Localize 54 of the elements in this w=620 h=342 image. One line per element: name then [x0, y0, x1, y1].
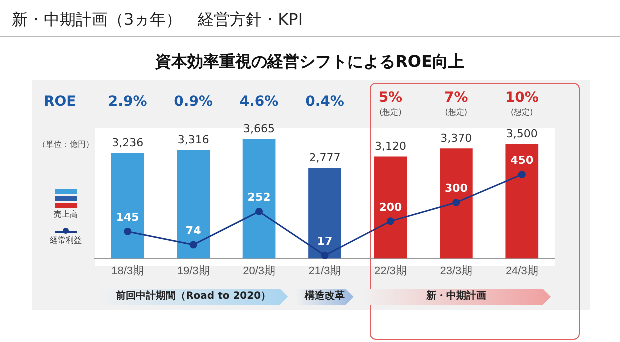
point [386, 218, 394, 226]
x-tick-label: 20/3期 [243, 265, 276, 278]
text: 前回中計期間（Road to 2020） [99, 289, 288, 305]
x-tick-label: 24/3期 [506, 265, 538, 278]
text: 0.4% [304, 94, 346, 110]
text: 10% [504, 90, 540, 106]
data-label: 145 [116, 211, 140, 224]
legend-label: 売上高 [54, 209, 78, 220]
data-label: 300 [444, 182, 468, 196]
data-label: 3,370 [440, 132, 472, 145]
point [124, 228, 132, 236]
data-label: 3,500 [506, 128, 538, 141]
x-tick-label: 22/3期 [374, 265, 407, 278]
data-label: 3,665 [244, 122, 276, 136]
x-tick-label: 21/3期 [308, 265, 342, 278]
text: 新・中期計画 [362, 289, 551, 305]
point [321, 252, 329, 260]
text: ROE [44, 94, 76, 110]
bar [374, 156, 408, 259]
text: 構造改革 [296, 289, 354, 305]
text: 4.6% [238, 94, 280, 110]
legend-label: 経常利益 [50, 235, 82, 246]
point [518, 170, 526, 178]
text: (想定) [444, 107, 469, 118]
text: （単位：億円） [38, 139, 94, 150]
text: 新・中期計画（3ヵ年） 経営方針・KPI [12, 10, 304, 31]
text: (想定) [510, 107, 534, 118]
bar [308, 168, 342, 259]
bar [111, 152, 144, 259]
data-label: 3,236 [112, 136, 144, 150]
x-tick-label: 18/3期 [112, 265, 144, 278]
data-label: 2,777 [309, 151, 341, 164]
point [190, 241, 198, 249]
text: 0.9% [173, 94, 214, 110]
bar [242, 138, 276, 259]
point [452, 198, 460, 206]
bar [440, 148, 473, 259]
x-tick-label: 23/3期 [440, 265, 473, 278]
data-label: 3,120 [374, 140, 406, 154]
text: 7% [444, 90, 470, 106]
text: (想定) [378, 107, 403, 118]
point [256, 208, 264, 216]
bar [177, 150, 210, 259]
data-label: 200 [379, 200, 403, 214]
text: 2.9% [107, 94, 148, 110]
data-label: 252 [248, 191, 271, 204]
data-label: 74 [186, 224, 202, 238]
x-tick-label: 19/3期 [177, 265, 210, 278]
data-label: 17 [317, 234, 333, 248]
text: 5% [378, 90, 404, 106]
data-label: 3,316 [178, 134, 210, 147]
chart-title: 資本効率重視の経営シフトによるROE向上 [154, 52, 466, 73]
bar [506, 144, 539, 259]
data-label: 450 [510, 154, 534, 168]
